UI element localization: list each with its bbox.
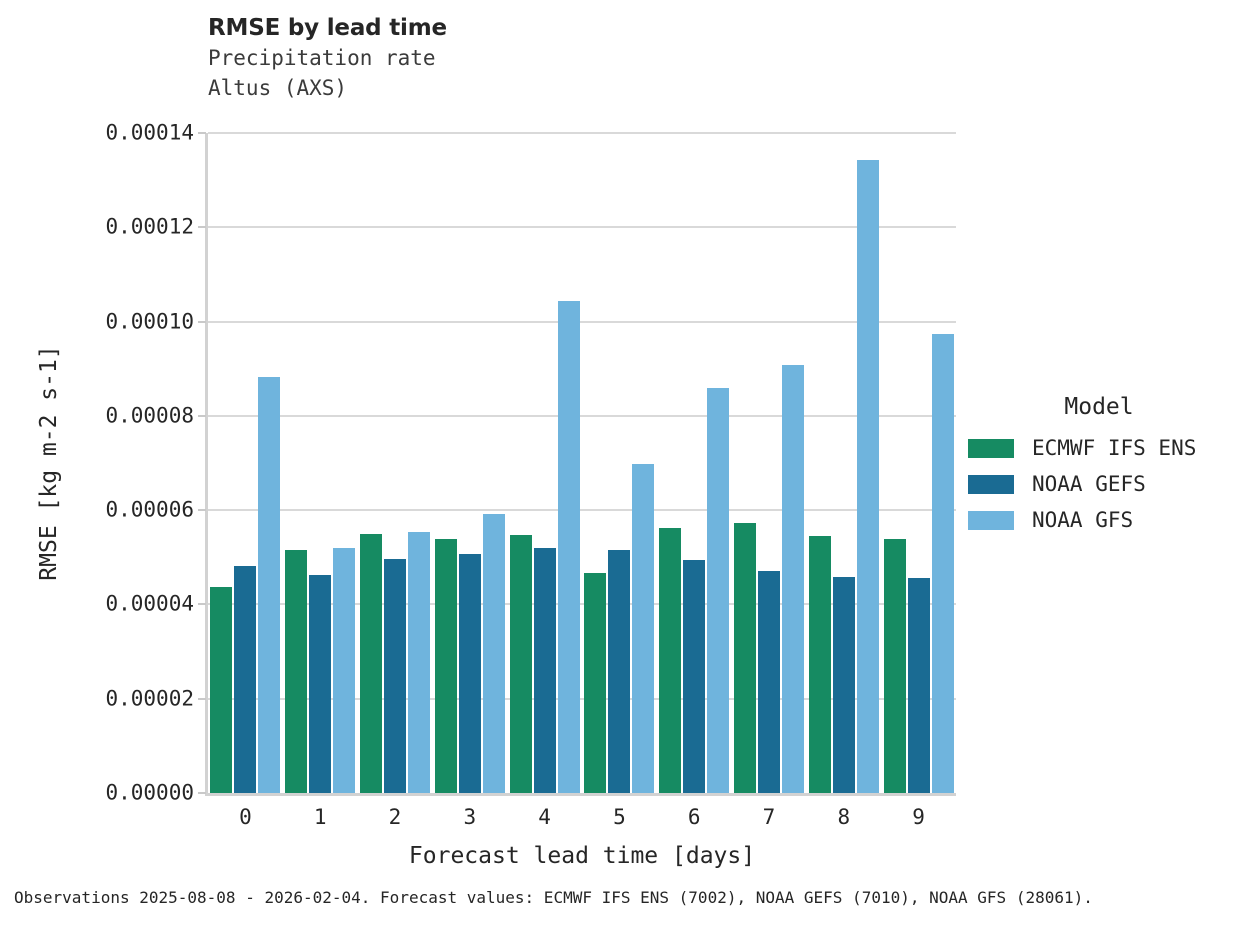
page-title: RMSE by lead time bbox=[208, 15, 447, 41]
x-tick-label: 7 bbox=[762, 805, 776, 829]
bar bbox=[509, 534, 532, 793]
x-tick-label: 9 bbox=[912, 805, 925, 829]
bar bbox=[782, 364, 804, 793]
legend-item[interactable]: NOAA GFS bbox=[968, 502, 1248, 538]
x-tick-label: 2 bbox=[388, 805, 402, 829]
bar bbox=[883, 538, 906, 793]
bar bbox=[458, 553, 481, 793]
x-tick-label: 8 bbox=[837, 805, 851, 829]
legend-title: Model bbox=[1064, 394, 1134, 420]
gridline bbox=[208, 509, 956, 512]
x-tick-label: 6 bbox=[687, 805, 701, 829]
bar bbox=[931, 334, 954, 793]
bar bbox=[907, 577, 930, 793]
bar bbox=[758, 570, 780, 793]
y-tick-mark bbox=[198, 132, 206, 134]
y-tick-mark bbox=[198, 414, 206, 417]
y-tick-label: 0.00000 bbox=[105, 780, 194, 805]
legend-item[interactable]: ECMWF IFS ENS bbox=[968, 430, 1248, 466]
bar bbox=[434, 539, 457, 793]
y-tick-label: 0.00004 bbox=[105, 591, 194, 616]
bar bbox=[258, 376, 281, 793]
bar bbox=[856, 159, 879, 793]
gridline bbox=[208, 603, 956, 606]
legend-swatch-icon bbox=[968, 438, 1014, 458]
gridline bbox=[208, 414, 956, 417]
legend-swatch-icon bbox=[968, 510, 1014, 530]
gridline bbox=[208, 320, 956, 323]
y-tick-label: 0.00010 bbox=[105, 309, 194, 334]
title-block: RMSE by lead time Precipitation rate Alt… bbox=[208, 14, 908, 103]
bar bbox=[285, 549, 308, 793]
y-tick-label: 0.00006 bbox=[105, 497, 194, 522]
bar bbox=[659, 528, 682, 793]
legend-item-label: ECMWF IFS ENS bbox=[1032, 435, 1197, 460]
legend-items: ECMWF IFS ENS NOAA GEFS NOAA GFS bbox=[968, 430, 1248, 538]
bar bbox=[210, 587, 233, 793]
bar bbox=[360, 534, 382, 793]
x-axis-spine bbox=[205, 793, 956, 796]
bar bbox=[533, 548, 556, 793]
y-tick-mark bbox=[198, 226, 206, 229]
y-tick-mark bbox=[198, 320, 206, 323]
legend-item-label: NOAA GEFS bbox=[1032, 471, 1146, 496]
x-tick-label: 4 bbox=[538, 805, 551, 829]
x-tick-label: 0 bbox=[239, 805, 252, 829]
y-axis-title: RMSE [kg m-2 s-1] bbox=[36, 345, 62, 581]
legend-swatch-icon bbox=[968, 474, 1014, 494]
bar bbox=[309, 575, 332, 793]
y-axis-spine bbox=[205, 133, 208, 793]
bar bbox=[734, 522, 756, 793]
gridline bbox=[208, 132, 956, 134]
plot-area: 0.00000 0.00002 0.00004 0.00006 0.00008 0.000… bbox=[105, 122, 956, 869]
legend: Model ECMWF IFS ENS NOAA GEFS NOAA GFS bbox=[968, 392, 1248, 538]
y-tick-label: 0.00008 bbox=[105, 403, 194, 428]
bar bbox=[808, 536, 831, 793]
y-tick-mark bbox=[198, 792, 206, 794]
chart-subtitle-station: Altus (AXS) bbox=[208, 76, 348, 100]
bar bbox=[408, 532, 430, 793]
legend-item-label: NOAA GFS bbox=[1032, 507, 1134, 532]
bar bbox=[683, 560, 706, 793]
y-tick-mark bbox=[198, 603, 206, 606]
bar bbox=[632, 463, 655, 793]
y-tick-label: 0.00012 bbox=[105, 214, 194, 239]
x-tick-label: 5 bbox=[613, 805, 626, 829]
bar bbox=[482, 513, 505, 793]
y-tick-mark bbox=[198, 509, 206, 512]
footnote: Observations 2025-08-08 - 2026-02-04. Fo… bbox=[14, 888, 1093, 907]
bar bbox=[234, 566, 257, 793]
bar bbox=[584, 572, 607, 793]
gridline bbox=[208, 697, 956, 700]
legend-item[interactable]: NOAA GEFS bbox=[968, 466, 1248, 502]
bar bbox=[707, 387, 730, 793]
gridline bbox=[208, 226, 956, 229]
y-tick-label: 0.00002 bbox=[105, 686, 194, 711]
bar bbox=[384, 559, 406, 793]
bar bbox=[832, 577, 855, 793]
bar bbox=[333, 547, 356, 793]
bar bbox=[557, 300, 580, 793]
chart-subtitle-variable: Precipitation rate bbox=[208, 46, 436, 70]
y-tick-mark bbox=[198, 697, 206, 700]
x-tick-label: 3 bbox=[463, 805, 477, 829]
bar bbox=[608, 549, 631, 793]
x-tick-label: 1 bbox=[313, 805, 327, 829]
y-tick-label: 0.00014 bbox=[105, 120, 194, 145]
x-axis-title: Forecast lead time [days] bbox=[408, 843, 756, 869]
